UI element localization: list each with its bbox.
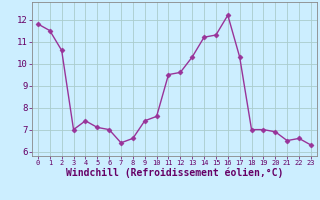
- X-axis label: Windchill (Refroidissement éolien,°C): Windchill (Refroidissement éolien,°C): [66, 168, 283, 178]
